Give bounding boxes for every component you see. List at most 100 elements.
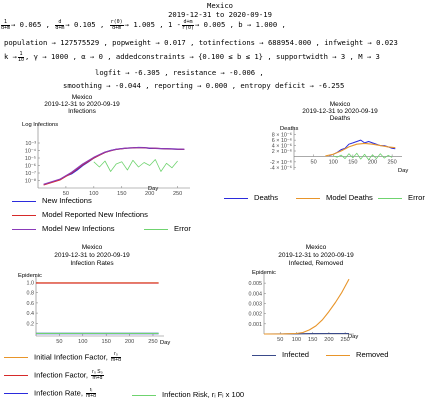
- chart1-y-tick-label: 10⁻⁵: [25, 156, 36, 162]
- chart3-subtitle2: Infection Rates: [70, 260, 114, 267]
- chart4-x-tick-label: 250: [340, 337, 349, 343]
- chart2-y-tick-label: 4 × 10⁻⁶: [272, 144, 292, 150]
- chart2-x-tick-label: 100: [329, 159, 338, 165]
- green-swatch: [132, 394, 156, 396]
- chart3-x-tick-label: 150: [102, 339, 111, 345]
- chart4-x-tick-label: 100: [292, 337, 301, 343]
- header-title: Mexico: [207, 1, 233, 10]
- chart1-legend-item-4: Error: [144, 224, 191, 233]
- chart3-y-tick-label: 0.8: [27, 291, 35, 297]
- chart3-xlabel: Day: [160, 340, 170, 346]
- chart4-x-tick-label: 50: [277, 337, 283, 343]
- chart3-legend-item-4: Infection Risk, rᵢ Fᵢ x 100: [132, 390, 244, 399]
- chart4-legend-item-2: Removed: [326, 350, 389, 359]
- chart4-y-tick-label: 0.005: [249, 281, 263, 287]
- param-line-3: k → 1 10, γ → 1000 , α → 0 , addedconstrai…: [4, 50, 380, 63]
- chart3-y-tick-label: 0.2: [27, 321, 35, 327]
- chart3-x-tick-label: 200: [125, 339, 134, 345]
- chart2-y-tick-label: 6 × 10⁻⁶: [272, 138, 292, 144]
- chart2-title: Mexico: [330, 101, 351, 108]
- chart3-y-tick-label: 0.6: [27, 301, 35, 307]
- chart1-y-tick-label: 10⁻³: [25, 141, 36, 147]
- chart2-y-tick-label: -4 × 10⁻⁶: [270, 165, 292, 171]
- chart1-x-tick-label: 200: [145, 191, 154, 197]
- series-model-deaths: [325, 142, 396, 157]
- fraction-k: 1 10: [17, 50, 25, 63]
- red-swatch: [12, 214, 36, 216]
- chart2-x-tick-label: 200: [368, 159, 377, 165]
- chart2-x-tick-label: 150: [348, 159, 357, 165]
- chart1-ylabel: Log Infections: [22, 122, 58, 128]
- chart-infected-removed: Mexico 2019-12-31 to 2020-09-19 Infected…: [249, 244, 359, 343]
- header-date-range: 2019-12-31 to 2020-09-19: [168, 10, 272, 19]
- chart4-title: Mexico: [306, 244, 327, 251]
- chart4-legend-item-1: Infected: [252, 350, 309, 359]
- chart3-x-tick-label: 250: [148, 339, 157, 345]
- fraction-1: 1 d+m: [1, 18, 11, 31]
- series-error: [333, 152, 393, 161]
- chart2-ylabel: Deaths: [280, 126, 298, 132]
- fraction-4: d+m r(0): [181, 18, 194, 31]
- chart4-y-tick-label: 0.003: [249, 301, 263, 307]
- chart4-subtitle2: Infected, Removed: [289, 260, 344, 267]
- param-line-5: smoothing → -0.044 , reporting → 0.000 ,…: [63, 81, 345, 90]
- green-swatch: [378, 197, 402, 199]
- chart2-legend-item-2: Model Deaths: [296, 193, 373, 202]
- chart4-subtitle: 2019-12-31 to 2020-09-19: [278, 252, 354, 259]
- blue-swatch: [224, 197, 248, 199]
- chart2-subtitle: 2019-12-31 to 2020-09-19: [302, 108, 378, 115]
- chart2-legend-item-3: Error: [378, 193, 425, 202]
- green-swatch: [144, 228, 168, 230]
- series-model-new-infections: [43, 146, 185, 185]
- chart2-xlabel: Day: [398, 168, 408, 174]
- series-deaths: [329, 139, 396, 157]
- chart4-x-tick-label: 200: [324, 337, 333, 343]
- chart1-legend-item-1: New Infections: [12, 196, 92, 205]
- series-removed: [263, 278, 350, 335]
- fraction-3: r(0) d+m: [109, 18, 124, 31]
- chart1-title: Mexico: [72, 94, 93, 101]
- orange-swatch: [4, 357, 28, 358]
- chart3-x-tick-label: 50: [56, 339, 62, 345]
- chart4-y-tick-label: 0.001: [249, 322, 263, 328]
- chart3-legend-item-3: Infection Rate, rᵢ m+d: [4, 388, 97, 399]
- chart4-x-tick-label: 150: [308, 337, 317, 343]
- chart1-y-tick-label: 10⁻⁸: [25, 179, 36, 185]
- chart1-xlabel: Day: [148, 186, 158, 192]
- blue-swatch: [12, 200, 36, 202]
- blue-swatch: [4, 393, 28, 394]
- chart-infection-rates: Mexico 2019-12-31 to 2020-09-19 Infectio…: [18, 244, 170, 346]
- chart3-title: Mexico: [82, 244, 103, 251]
- chart1-x-tick-label: 250: [173, 191, 182, 197]
- series-error: [93, 159, 178, 172]
- chart2-y-tick-label: -2 × 10⁻⁶: [270, 160, 292, 166]
- chart1-subtitle: 2019-12-31 to 2020-09-19: [44, 101, 120, 108]
- purple-swatch: [12, 228, 36, 230]
- series-new-infections: [65, 146, 185, 177]
- chart1-subtitle2: Infections: [68, 108, 97, 115]
- param-line-2: population → 127575529 , popweight → 0.0…: [4, 38, 398, 47]
- chart1-y-tick-label: 10⁻⁷: [25, 171, 36, 177]
- chart4-xlabel: Day: [348, 334, 358, 340]
- chart2-legend-item-1: Deaths: [224, 193, 278, 202]
- fraction-2: d d+m: [55, 18, 65, 31]
- chart1-x-tick-label: 50: [63, 191, 69, 197]
- chart1-x-tick-label: 100: [89, 191, 98, 197]
- chart-infections: Mexico 2019-12-31 to 2020-09-19 Infectio…: [22, 94, 190, 197]
- param-line-4: logfit → -6.305 , resistance → -0.006 ,: [95, 68, 264, 77]
- chart3-x-tick-label: 100: [78, 339, 87, 345]
- navy-swatch: [252, 354, 276, 356]
- orange-swatch: [326, 354, 350, 356]
- chart3-y-tick-label: 1.0: [27, 281, 35, 287]
- chart4-y-tick-label: 0.002: [249, 312, 263, 318]
- chart3-subtitle: 2019-12-31 to 2020-09-19: [54, 252, 130, 259]
- series-model-reported-new-infections: [43, 147, 185, 186]
- chart2-x-tick-label: 250: [387, 159, 396, 165]
- chart1-y-tick-label: 10⁻⁴: [25, 149, 37, 155]
- chart-deaths: Mexico 2019-12-31 to 2020-09-19 Deaths D…: [270, 101, 408, 174]
- chart2-x-tick-label: 50: [311, 159, 317, 165]
- param-line-1: 1 d+m → 0.065 , d d+m → 0.105 , r(0) d+m → 1.0…: [1, 18, 286, 31]
- chart3-legend-item-1: Initial Infection Factor, r₀ m+d: [4, 352, 122, 363]
- chart2-y-tick-label: 8 × 10⁻⁶: [272, 133, 292, 139]
- chart1-legend-item-3: Model New Infections: [12, 224, 115, 233]
